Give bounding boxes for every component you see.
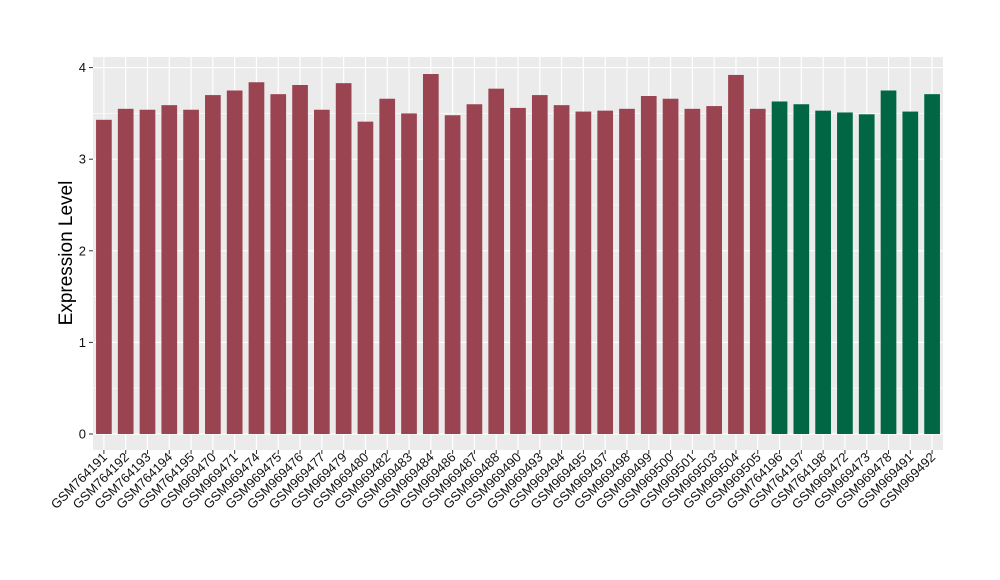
- x-axis: GSM764191GSM764192GSM764193GSM764194GSM7…: [48, 450, 938, 512]
- bars: [96, 74, 940, 435]
- bar-GSM969477: [314, 109, 330, 435]
- bar-GSM969495: [575, 111, 592, 435]
- bar-GSM764198: [815, 110, 831, 434]
- bar-GSM969482: [379, 98, 396, 434]
- bar-GSM969503: [706, 106, 722, 435]
- bar-GSM969470: [205, 95, 221, 434]
- bar-GSM764196: [771, 101, 788, 434]
- bar-GSM969473: [858, 114, 875, 434]
- bar-GSM969483: [401, 113, 417, 435]
- y-tick-label: 2: [79, 243, 86, 258]
- bar-GSM969476: [292, 85, 308, 434]
- bar-GSM969471: [226, 90, 243, 434]
- bar-GSM969493: [531, 95, 548, 434]
- y-tick-label: 1: [79, 335, 86, 350]
- bar-GSM969478: [880, 90, 897, 434]
- bar-GSM969488: [488, 88, 505, 434]
- bar-GSM764193: [139, 109, 156, 435]
- bar-GSM969487: [466, 104, 483, 435]
- bar-GSM764194: [161, 105, 178, 434]
- y-axis-title: Expression Level: [56, 181, 77, 326]
- bar-GSM969500: [662, 98, 679, 434]
- y-tick-label: 4: [79, 60, 86, 75]
- bar-GSM969475: [270, 94, 287, 434]
- bar-GSM764197: [793, 104, 810, 435]
- bar-GSM764191: [96, 119, 112, 434]
- bar-GSM969491: [902, 111, 919, 435]
- bar-GSM764192: [117, 108, 134, 434]
- bar-GSM969505: [749, 108, 766, 434]
- y-tick-label: 0: [79, 427, 86, 442]
- bar-GSM969499: [640, 95, 657, 434]
- bar-GSM764195: [183, 109, 199, 435]
- bar-GSM969472: [837, 112, 853, 434]
- bar-GSM969484: [422, 74, 439, 435]
- bar-GSM969474: [248, 82, 265, 435]
- bar-GSM969479: [335, 83, 352, 434]
- bar-GSM969504: [728, 74, 744, 434]
- bar-GSM969494: [553, 105, 570, 434]
- bar-GSM969501: [684, 108, 701, 434]
- bar-GSM969490: [510, 107, 526, 435]
- y-axis: 0 1 2 3 4: [79, 60, 93, 442]
- bar-GSM969480: [357, 121, 374, 435]
- bar-GSM969492: [924, 94, 940, 434]
- bar-GSM969497: [597, 110, 614, 434]
- bar-GSM969498: [619, 108, 635, 434]
- bar-GSM969486: [444, 115, 461, 435]
- y-tick-label: 3: [79, 152, 86, 167]
